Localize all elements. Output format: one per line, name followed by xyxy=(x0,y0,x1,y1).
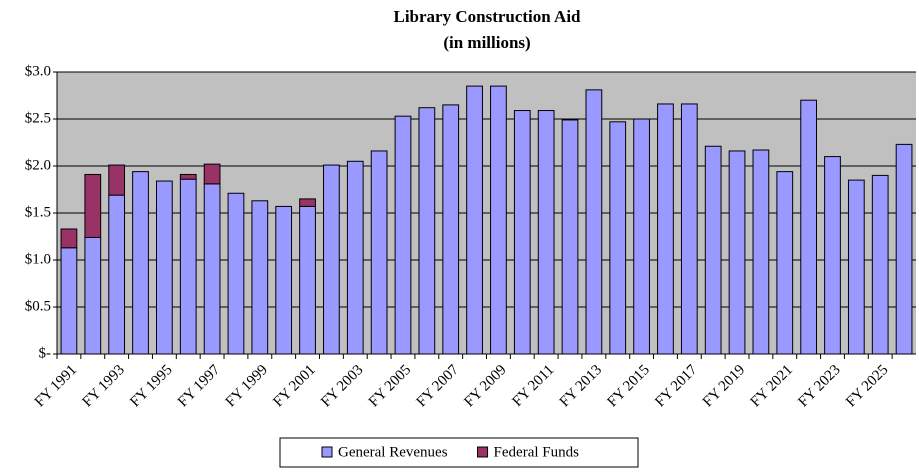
y-tick-label: $1.5 xyxy=(25,204,51,220)
bar-segment xyxy=(299,205,316,355)
legend-swatch xyxy=(321,446,333,458)
bar-segment xyxy=(776,171,794,355)
bar-segment xyxy=(847,179,865,355)
legend xyxy=(279,437,639,468)
x-tick-label: FY 2001 xyxy=(270,362,318,410)
bar-segment xyxy=(442,104,460,355)
chart-title: Library Construction Aid xyxy=(393,7,581,26)
bar-segment xyxy=(60,228,78,249)
bar-segment xyxy=(752,149,770,355)
bar-segment xyxy=(871,174,889,355)
bar-segment xyxy=(895,143,913,355)
x-tick-label: FY 1999 xyxy=(223,362,271,410)
bar-segment xyxy=(299,198,316,207)
bar-segment xyxy=(60,247,78,355)
bar-segment xyxy=(585,89,603,355)
legend-label: Federal Funds xyxy=(494,444,580,460)
bar-segment xyxy=(346,160,364,355)
x-tick-label: FY 1993 xyxy=(80,362,128,410)
x-tick-label: FY 1997 xyxy=(175,362,224,411)
legend-swatch xyxy=(477,446,489,458)
bar-segment xyxy=(203,163,221,185)
bar-segment xyxy=(394,115,412,355)
bar-segment xyxy=(418,107,436,355)
y-tick-label: $2.5 xyxy=(25,110,51,126)
bar-segment xyxy=(609,121,627,355)
y-tick-label: $0.5 xyxy=(25,298,51,314)
bar-segment xyxy=(633,118,650,355)
x-tick-label: FY 2015 xyxy=(605,362,653,410)
legend-label: General Revenues xyxy=(338,444,448,460)
bar-segment xyxy=(704,145,722,355)
bar-segment xyxy=(490,85,507,355)
y-tick-label: $2.0 xyxy=(25,157,51,173)
x-tick-label: FY 2003 xyxy=(318,362,366,410)
bar-segment xyxy=(132,171,149,355)
bar-segment xyxy=(179,173,197,180)
bar-segment xyxy=(203,183,221,355)
bar-segment xyxy=(657,103,674,355)
x-tick-label: FY 2011 xyxy=(509,362,557,410)
bar-segment xyxy=(179,178,197,355)
y-tick-label: $1.0 xyxy=(25,251,51,267)
x-tick-label: FY 1995 xyxy=(127,362,175,410)
bar-segment xyxy=(84,236,102,355)
bar-segment xyxy=(728,150,746,355)
bar-segment xyxy=(824,156,841,355)
bar-segment xyxy=(108,194,126,355)
bar-segment xyxy=(513,110,531,355)
x-tick-label: FY 2025 xyxy=(843,362,891,410)
y-tick-label: $3.0 xyxy=(25,63,51,79)
x-tick-label: FY 2017 xyxy=(652,362,701,411)
bar-segment xyxy=(323,164,340,355)
bar-segment xyxy=(466,85,483,355)
bar-segment xyxy=(275,205,293,355)
x-tick-label: FY 2013 xyxy=(557,362,605,410)
x-tick-label: FY 1991 xyxy=(32,362,80,410)
x-tick-label: FY 2009 xyxy=(461,362,509,410)
bar-segment xyxy=(251,200,269,355)
bar-segment xyxy=(108,164,126,196)
chart-subtitle: (in millions) xyxy=(443,33,530,52)
bar-segment xyxy=(561,119,579,355)
bar-segment xyxy=(537,110,555,355)
bar-segment xyxy=(156,180,173,355)
y-tick-label: $- xyxy=(39,345,52,361)
bar-segment xyxy=(370,150,388,355)
x-tick-label: FY 2005 xyxy=(366,362,414,410)
bar-segment xyxy=(84,173,102,238)
bar-segment xyxy=(227,192,245,355)
x-tick-label: FY 2019 xyxy=(700,362,748,410)
x-tick-label: FY 2021 xyxy=(748,362,796,410)
bar-segment xyxy=(680,103,698,355)
x-tick-label: FY 2007 xyxy=(414,362,463,411)
bar-segment xyxy=(800,99,817,355)
x-tick-label: FY 2023 xyxy=(795,362,843,410)
